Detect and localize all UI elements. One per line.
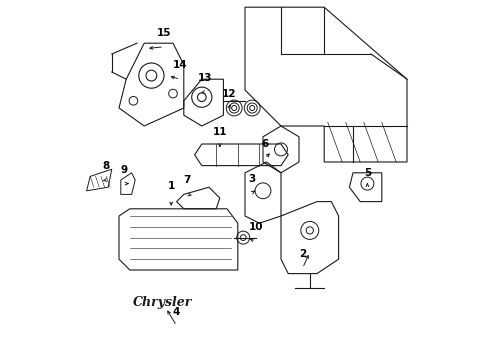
Text: 14: 14 xyxy=(173,60,188,70)
Text: 11: 11 xyxy=(213,127,227,137)
Text: 4: 4 xyxy=(173,307,180,317)
Text: 3: 3 xyxy=(248,174,256,184)
Text: 12: 12 xyxy=(221,89,236,99)
Text: 10: 10 xyxy=(248,222,263,232)
Text: 9: 9 xyxy=(121,165,128,175)
Text: 7: 7 xyxy=(184,175,191,185)
Text: 2: 2 xyxy=(299,249,306,259)
Text: 5: 5 xyxy=(364,168,371,178)
Text: 13: 13 xyxy=(198,73,213,83)
Text: 8: 8 xyxy=(103,161,110,171)
Text: 1: 1 xyxy=(168,181,175,191)
Text: Chrysler: Chrysler xyxy=(132,296,192,309)
Text: 6: 6 xyxy=(261,139,269,149)
Text: 15: 15 xyxy=(157,28,171,38)
